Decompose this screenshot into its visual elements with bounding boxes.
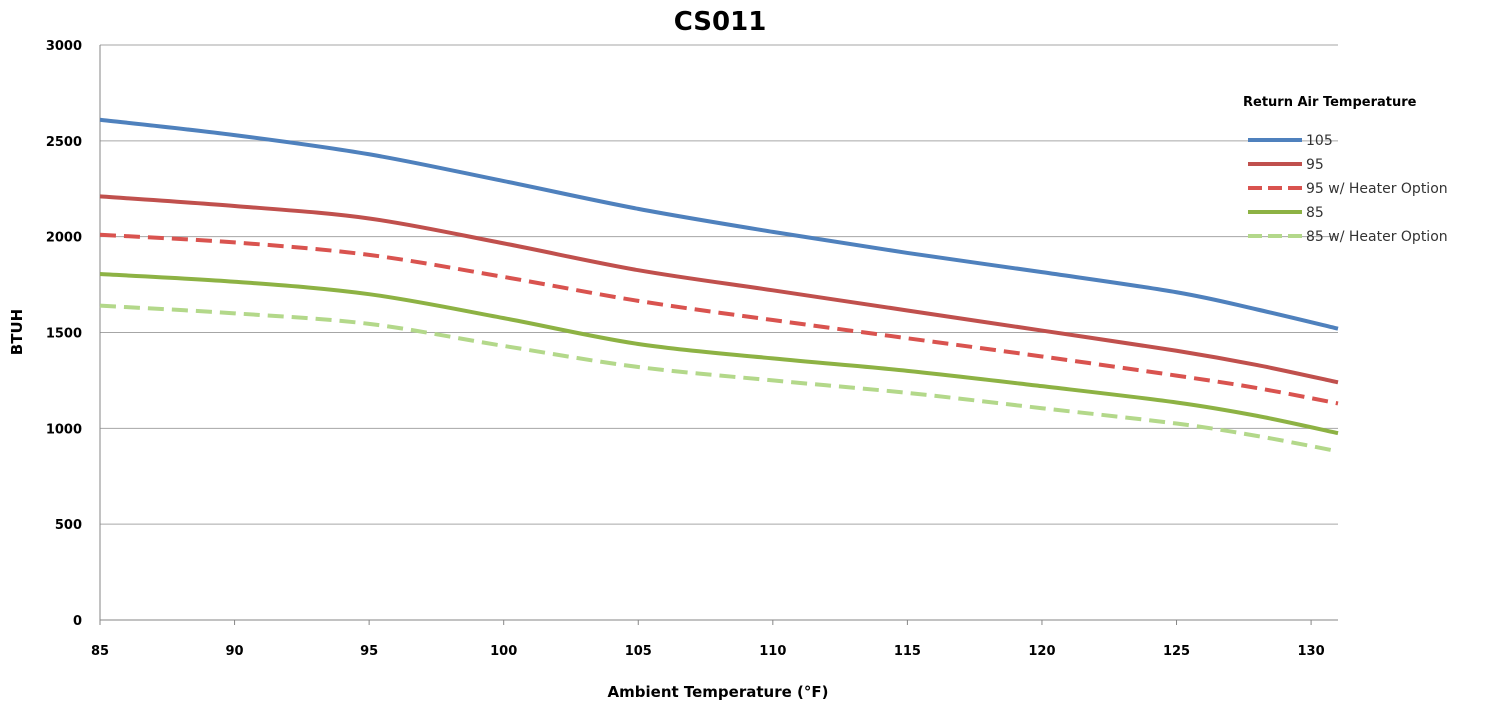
y-tick-label: 1500 <box>46 327 82 342</box>
legend-title: Return Air Temperature <box>1243 95 1417 110</box>
x-tick-label: 90 <box>226 644 244 659</box>
series-line-0 <box>99 117 1339 331</box>
legend-label-4: 85 w/ Heater Option <box>1306 229 1448 245</box>
legend-label-3: 85 <box>1306 205 1324 221</box>
y-axis-title: BTUH <box>8 309 26 355</box>
series-line-4 <box>99 303 1339 454</box>
x-axis-title: Ambient Temperature (°F) <box>608 683 829 701</box>
y-tick-label: 2500 <box>46 135 82 150</box>
y-tick-label: 500 <box>55 518 82 533</box>
x-tick-label: 120 <box>1028 644 1055 659</box>
gridlines <box>100 44 1338 525</box>
x-tick-label: 105 <box>625 644 652 659</box>
legend-items: 105 95 95 w/ Heater Option 85 85 w/ Heater O… <box>1248 133 1448 245</box>
x-tick-label: 110 <box>759 644 786 659</box>
chart-title: CS011 <box>674 7 767 37</box>
series-lines <box>99 117 1339 454</box>
legend: Return Air Temperature 105 95 95 w/ Heater… <box>1243 95 1448 245</box>
x-tick-label: 85 <box>91 644 109 659</box>
x-tick-label: 100 <box>490 644 517 659</box>
legend-label-2: 95 w/ Heater Option <box>1306 181 1448 197</box>
y-tick-label: 0 <box>73 614 82 629</box>
axes <box>99 45 1338 625</box>
y-tick-label: 3000 <box>46 39 82 54</box>
x-tick-label: 125 <box>1163 644 1190 659</box>
tick-labels: 0 500 1000 1500 2000 2500 3000 85 90 95 100 105 110 1… <box>46 39 1325 659</box>
series-line-3 <box>99 272 1339 436</box>
y-tick-label: 2000 <box>46 231 82 246</box>
y-tick-label: 1000 <box>46 422 82 437</box>
series-line-2 <box>99 232 1339 406</box>
series-line-1 <box>99 194 1339 385</box>
legend-label-1: 95 <box>1306 157 1324 173</box>
legend-label-0: 105 <box>1306 133 1333 149</box>
x-tick-label: 95 <box>360 644 378 659</box>
x-tick-label: 115 <box>894 644 921 659</box>
x-tick-label: 130 <box>1298 644 1325 659</box>
